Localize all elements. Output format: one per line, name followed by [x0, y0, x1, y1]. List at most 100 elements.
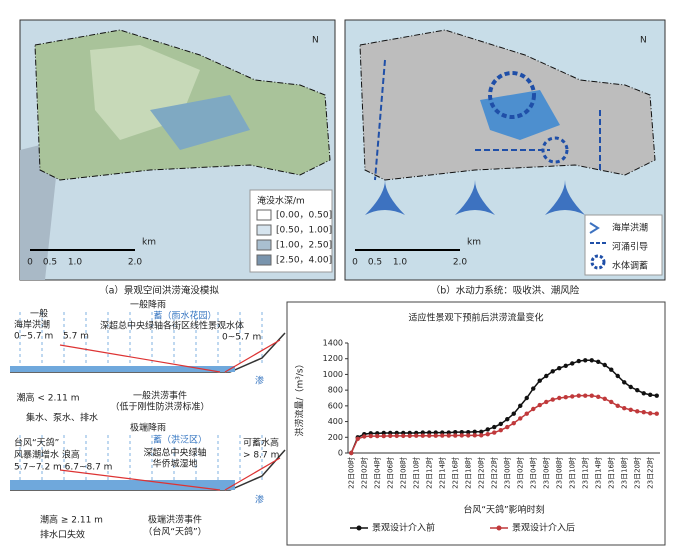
y-tick-label: 200 [328, 433, 343, 442]
point [544, 399, 549, 405]
x-tick-label: 23日08时 [554, 457, 563, 489]
point [453, 429, 458, 435]
point [583, 393, 588, 398]
point [531, 406, 536, 412]
point [485, 431, 490, 437]
legend-swatch [256, 209, 272, 221]
point [492, 424, 497, 430]
scale-label: km [467, 238, 481, 248]
point [498, 421, 503, 427]
point [622, 380, 627, 385]
y-tick-label: 1000 [323, 370, 343, 379]
point [368, 433, 373, 439]
point [505, 417, 510, 422]
point [635, 387, 640, 393]
point [505, 424, 510, 430]
diagram-top: 一般降雨 蓄（雨水花园） 一般 海岸洪潮 0~5.7 m 5.7 m 深超总中央… [10, 299, 286, 424]
legend-label: [2.50，4.00] [276, 256, 332, 266]
point [362, 434, 367, 439]
label: 深超总中央绿轴各街区线性景观水体 [100, 320, 244, 332]
point [349, 450, 354, 456]
point [641, 391, 646, 396]
point [615, 403, 620, 409]
point [550, 397, 555, 402]
arrow [59, 469, 221, 491]
scale-label: 0.5 [368, 258, 382, 268]
label: 集水、泵水、排水 [26, 412, 98, 424]
point [466, 429, 471, 435]
label: 极端洪涝事件 [148, 514, 202, 526]
x-tick-label: 22日00时 [346, 457, 355, 489]
y-tick-label: 800 [328, 386, 343, 395]
label: 潮高 ≥ 2.11 m [40, 514, 103, 526]
point [453, 433, 458, 438]
point [479, 433, 484, 438]
north: N [312, 36, 319, 46]
legend-swatch [256, 239, 272, 251]
point [414, 433, 419, 438]
caption: （a）景观空间洪涝淹没模拟 [99, 285, 219, 297]
point [596, 394, 601, 400]
legend-marker [356, 525, 362, 531]
x-tick-label: 22日04时 [372, 457, 381, 489]
point [427, 430, 432, 435]
point [550, 369, 555, 374]
label: 台风“天鸽” [14, 437, 59, 449]
x-tick-label: 23日18时 [619, 457, 628, 489]
label: 潮高 < 2.11 m [17, 392, 80, 404]
label: 0~5.7 m [14, 332, 53, 342]
point [628, 384, 633, 390]
label: 5.7~7.2 m 6.7~8.7 m [14, 463, 112, 473]
point [472, 433, 477, 438]
y-tick-label: 1400 [323, 339, 343, 348]
point [485, 427, 490, 432]
label: （低于刚性防洪涝标准） [110, 401, 209, 413]
legend-label: [1.00，2.50] [276, 241, 332, 251]
x-tick-label: 22日12时 [424, 457, 433, 489]
point [648, 392, 653, 398]
x-tick-label: 22日06时 [385, 457, 394, 489]
label: 华侨城湿地 [152, 458, 197, 470]
map-b: N （b）水动力系统：吸收洪、潮风险 [344, 19, 666, 297]
point [518, 403, 523, 409]
point [355, 436, 360, 442]
point [407, 433, 412, 439]
point [570, 361, 575, 366]
label: 一般洪涝事件 [133, 390, 187, 402]
label: 排水口失效 [40, 529, 85, 541]
point [641, 409, 646, 415]
point [654, 411, 659, 416]
point [654, 393, 659, 398]
point [459, 433, 464, 438]
point [511, 420, 516, 426]
point [427, 433, 432, 438]
label: 渗 [255, 494, 264, 506]
legend-box [584, 214, 663, 276]
scale-label: km [142, 238, 156, 248]
point [381, 430, 386, 436]
caption: （b）水动力系统：吸收洪、潮风险 [431, 285, 580, 297]
point [615, 373, 620, 379]
point [420, 430, 425, 435]
storage [488, 71, 536, 119]
y-axis-label: 洪涝流量/（m³/s） [294, 359, 306, 436]
label: 可蓄水高 [243, 437, 279, 449]
point [602, 396, 607, 401]
legend-label: 景观设计介入前 [372, 522, 435, 534]
point [446, 433, 451, 438]
label: 蓄（雨水花园） [153, 310, 216, 322]
x-tick-label: 23日16时 [606, 457, 615, 489]
point [420, 433, 425, 438]
point [388, 433, 393, 439]
label: 极端降雨 [130, 422, 166, 434]
legend-icon [590, 254, 606, 270]
point [511, 411, 516, 416]
x-tick-label: 23日12时 [580, 457, 589, 489]
label: > 8.7 m [243, 451, 279, 461]
legend-title: 淹没水深/m [257, 195, 305, 207]
x-axis-label: 台风“天鸽”影响时刻 [463, 504, 544, 516]
y-tick-label: 1200 [323, 354, 343, 363]
point [576, 393, 581, 398]
point [524, 411, 529, 416]
point [459, 429, 464, 435]
